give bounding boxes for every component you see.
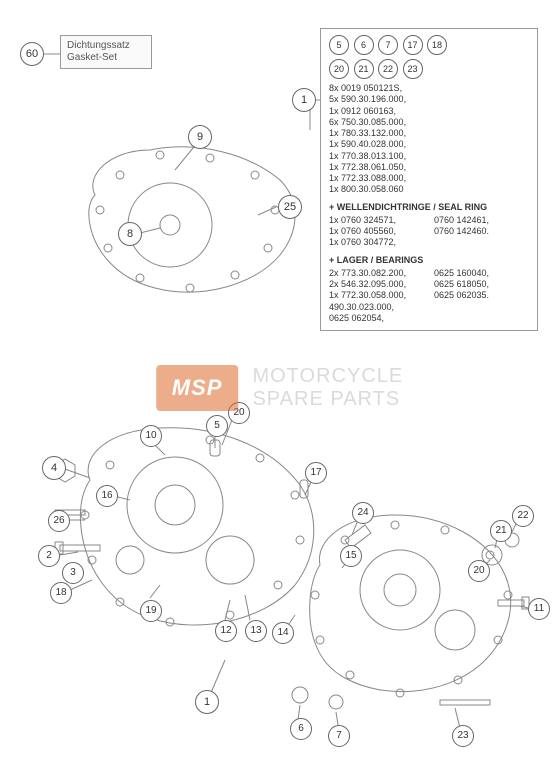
seal-ring-title: + WELLENDICHTRINGE / SEAL RING [329,202,529,213]
callout-7: 7 [328,725,350,747]
callout-14: 14 [272,622,294,644]
parts-line: 1x 780.33.132.000, [329,128,529,139]
callout-15: 15 [340,545,362,567]
parts-line: 1x 800.30.058.060 [329,184,529,195]
seal-line: 1x 0760 405560, [329,226,424,237]
callout-23: 23 [452,725,474,747]
parts-circle: 5 [329,35,349,55]
callout-60: 60 [20,42,44,66]
crankcase-left-outline [80,428,313,626]
callout-21: 21 [490,520,512,542]
gasket-set-line1: Dichtungssatz [67,40,145,52]
parts-box-circles-row2: 20 21 22 23 [329,59,529,79]
callout-20b: 20 [468,560,490,582]
callout-22: 22 [512,505,534,527]
callout-3: 3 [62,562,84,584]
bearing-line: 2x 546.32.095.000, [329,279,424,290]
seal-line: 0760 142461, [434,215,529,226]
callout-26: 26 [48,510,70,532]
parts-line: 8x 0019 050121S, [329,83,529,94]
parts-line: 1x 772.33.088.000, [329,173,529,184]
callout-11: 11 [528,598,550,620]
callout-18: 18 [50,582,72,604]
parts-circle: 7 [378,35,398,55]
callout-6: 6 [290,718,312,740]
callout-1-bottom: 1 [195,690,219,714]
parts-box-circles-row1: 5 6 7 17 18 [329,35,529,55]
callout-16: 16 [96,485,118,507]
bearing-line: 1x 772.30.058.000, [329,290,424,301]
bearings-title: + LAGER / BEARINGS [329,255,529,266]
parts-circle: 20 [329,59,349,79]
callout-25: 25 [278,195,302,219]
bearings-cols: 2x 773.30.082.200, 2x 546.32.095.000, 1x… [329,268,529,324]
parts-line: 1x 770.38.013.100, [329,151,529,162]
seal-line: 1x 0760 324571, [329,215,424,226]
bearing-line: 0625 062054, [329,313,424,324]
small-parts [55,440,529,709]
parts-line: 1x 590.40.028.000, [329,139,529,150]
parts-circle: 18 [427,35,447,55]
gasket-set-box: Dichtungssatz Gasket-Set [60,35,152,69]
callout-10: 10 [140,425,162,447]
callout-19: 19 [140,600,162,622]
parts-circle: 21 [354,59,374,79]
parts-line: 6x 750.30.085.000, [329,117,529,128]
callout-12: 12 [215,620,237,642]
bearing-line: 0625 062035. [434,290,529,301]
callout-4: 4 [42,456,66,480]
bearing-line: 2x 773.30.082.200, [329,268,424,279]
parts-circle: 17 [403,35,423,55]
parts-line: 5x 590.30.196.000, [329,94,529,105]
callout-8: 8 [118,222,142,246]
parts-circle: 6 [354,35,374,55]
parts-circle: 22 [378,59,398,79]
parts-line: 1x 0912 060163, [329,106,529,117]
parts-list-box: 5 6 7 17 18 20 21 22 23 8x 0019 050121S,… [320,28,538,331]
callout-5: 5 [206,415,228,437]
parts-circle: 23 [403,59,423,79]
crankcase-right-outline [310,515,512,697]
callout-2: 2 [38,545,60,567]
bearing-line: 0625 160040, [434,268,529,279]
seal-line: 1x 0760 304772, [329,237,424,248]
gasket-set-line2: Gasket-Set [67,52,145,64]
bearing-line: 490.30.023.000, [329,302,424,313]
callout-13: 13 [245,620,267,642]
callout-9: 9 [188,125,212,149]
callout-20a: 20 [228,402,250,424]
seal-ring-cols: 1x 0760 324571, 1x 0760 405560, 1x 0760 … [329,215,529,249]
callout-24: 24 [352,502,374,524]
clutch-cover-outline [89,147,295,292]
callout-17: 17 [305,462,327,484]
parts-line: 1x 772.38.061.050, [329,162,529,173]
callout-1-top: 1 [292,88,316,112]
bearing-line: 0625 618050, [434,279,529,290]
seal-line: 0760 142460. [434,226,529,237]
